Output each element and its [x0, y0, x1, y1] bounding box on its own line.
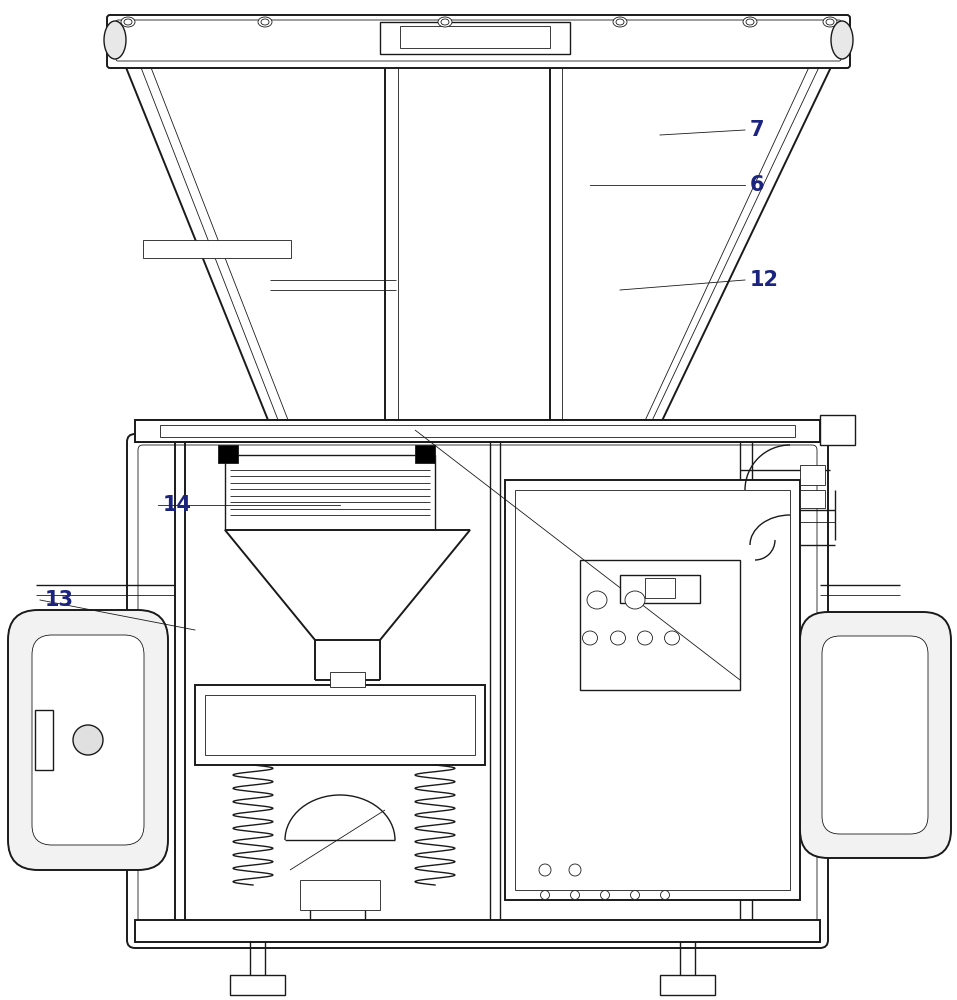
FancyBboxPatch shape [127, 434, 828, 948]
FancyBboxPatch shape [8, 610, 168, 870]
Bar [300, 880, 380, 910]
Text: 7: 7 [750, 120, 765, 140]
FancyBboxPatch shape [32, 635, 144, 845]
Ellipse shape [831, 21, 853, 59]
Bar [400, 26, 550, 48]
Ellipse shape [823, 17, 837, 27]
Bar [820, 415, 855, 445]
Bar [800, 490, 825, 508]
Ellipse shape [631, 890, 639, 900]
FancyBboxPatch shape [107, 15, 850, 68]
Ellipse shape [600, 890, 610, 900]
Bar [225, 455, 435, 530]
Bar [580, 560, 740, 690]
Bar [660, 975, 715, 995]
Ellipse shape [258, 17, 272, 27]
Ellipse shape [441, 19, 449, 25]
Bar [135, 420, 820, 442]
Ellipse shape [570, 890, 580, 900]
Ellipse shape [587, 591, 607, 609]
Ellipse shape [625, 591, 645, 609]
FancyBboxPatch shape [822, 636, 928, 834]
Ellipse shape [583, 631, 597, 645]
Ellipse shape [746, 19, 754, 25]
Polygon shape [225, 530, 470, 640]
Ellipse shape [613, 17, 627, 27]
Ellipse shape [826, 19, 834, 25]
Bar [380, 22, 570, 54]
Ellipse shape [121, 17, 135, 27]
Bar [415, 445, 435, 463]
Bar [515, 490, 790, 890]
Bar [620, 575, 700, 603]
Ellipse shape [438, 17, 452, 27]
Ellipse shape [664, 631, 679, 645]
Bar [505, 480, 800, 900]
Bar [135, 920, 820, 942]
Ellipse shape [569, 864, 581, 876]
Bar [160, 425, 795, 437]
Ellipse shape [261, 19, 269, 25]
Bar [143, 240, 291, 258]
Ellipse shape [660, 890, 670, 900]
Bar [205, 695, 475, 755]
Bar [645, 578, 675, 598]
Ellipse shape [124, 19, 132, 25]
FancyBboxPatch shape [800, 612, 951, 858]
Ellipse shape [637, 631, 653, 645]
Bar [330, 672, 365, 687]
Text: 13: 13 [45, 590, 74, 610]
Bar [230, 975, 285, 995]
Ellipse shape [616, 19, 624, 25]
Ellipse shape [73, 725, 103, 755]
Bar [800, 465, 825, 485]
Ellipse shape [541, 890, 549, 900]
Text: 6: 6 [750, 175, 765, 195]
Text: 12: 12 [750, 270, 779, 290]
Ellipse shape [743, 17, 757, 27]
Bar [35, 710, 53, 770]
FancyBboxPatch shape [116, 20, 841, 61]
Ellipse shape [539, 864, 551, 876]
Bar [195, 685, 485, 765]
Ellipse shape [611, 631, 626, 645]
Bar [218, 445, 238, 463]
FancyBboxPatch shape [138, 445, 817, 937]
Text: 14: 14 [163, 495, 192, 515]
Ellipse shape [104, 21, 126, 59]
